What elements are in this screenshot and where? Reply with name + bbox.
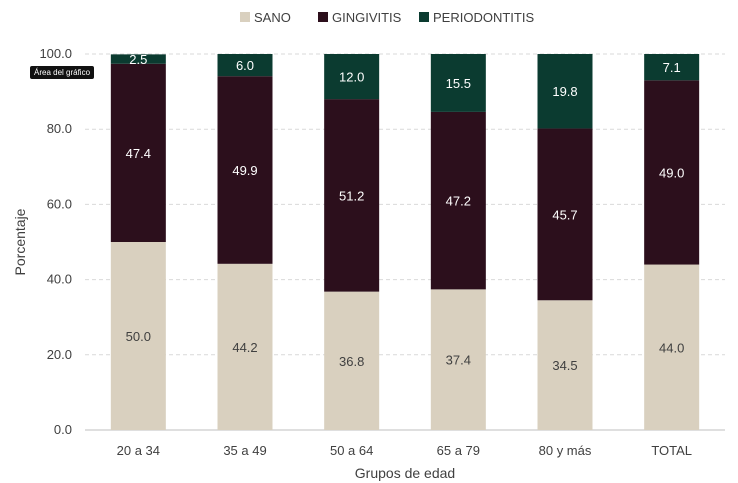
y-tick-label: 100.0 (39, 46, 72, 61)
data-label: 34.5 (552, 358, 577, 373)
data-label: 15.5 (446, 76, 471, 91)
data-label: 49.9 (232, 163, 257, 178)
data-label: 45.7 (552, 207, 577, 222)
data-label: 44.0 (659, 340, 684, 355)
data-label: 36.8 (339, 354, 364, 369)
bar-segment-sano (644, 264, 700, 430)
bar-segment-gingivitis (217, 76, 273, 264)
x-axis-title: Grupos de edad (355, 465, 455, 481)
data-label: 6.0 (236, 58, 254, 73)
bar-segment-gingivitis (110, 63, 166, 242)
data-label: 12.0 (339, 70, 364, 85)
data-label: 49.0 (659, 165, 684, 180)
bar-segment-periodontitis (110, 54, 166, 64)
x-tick-label: 35 a 49 (223, 443, 266, 458)
bar-segment-sano (110, 242, 166, 430)
bar-segment-sano (430, 289, 486, 430)
bar-segment-gingivitis (537, 128, 593, 301)
y-tick-label: 60.0 (47, 196, 72, 211)
y-tick-label: 80.0 (47, 121, 72, 136)
x-tick-label: 20 a 34 (117, 443, 160, 458)
bar-segment-periodontitis (324, 54, 380, 100)
y-axis-title: Porcentaje (12, 208, 28, 275)
data-label: 44.2 (232, 340, 257, 355)
legend-swatch-sano (240, 12, 250, 22)
bar-segment-periodontitis (217, 54, 273, 77)
data-label: 2.5 (129, 52, 147, 67)
bar-segment-sano (537, 300, 593, 430)
y-tick-label: 40.0 (47, 272, 72, 287)
x-tick-label: 65 a 79 (437, 443, 480, 458)
bar-segment-periodontitis (644, 54, 700, 81)
chart-area-tooltip: Área del gráfico (30, 66, 95, 79)
x-tick-label: 50 a 64 (330, 443, 373, 458)
bar-segment-gingivitis (644, 80, 700, 265)
x-tick-label: TOTAL (651, 443, 692, 458)
bar-segment-periodontitis (430, 54, 486, 112)
bar-segment-periodontitis (537, 54, 593, 129)
x-tick-label: 80 y más (539, 443, 592, 458)
legend-swatch-periodontitis (419, 12, 429, 22)
legend-label-sano: SANO (254, 10, 291, 25)
data-label: 51.2 (339, 188, 364, 203)
data-label: 50.0 (126, 329, 151, 344)
y-tick-label: 20.0 (47, 347, 72, 362)
bar-segment-gingivitis (430, 111, 486, 290)
bar-segment-sano (217, 263, 273, 430)
legend-swatch-gingivitis (318, 12, 328, 22)
data-label: 37.4 (446, 353, 471, 368)
legend-label-periodontitis: PERIODONTITIS (433, 10, 534, 25)
bar-segment-gingivitis (324, 99, 380, 292)
bar-segment-sano (324, 291, 380, 430)
data-label: 7.1 (663, 60, 681, 75)
legend-label-gingivitis: GINGIVITIS (332, 10, 402, 25)
data-label: 47.2 (446, 194, 471, 209)
data-label: 19.8 (552, 84, 577, 99)
y-tick-label: 0.0 (54, 422, 72, 437)
data-label: 47.4 (126, 146, 151, 161)
